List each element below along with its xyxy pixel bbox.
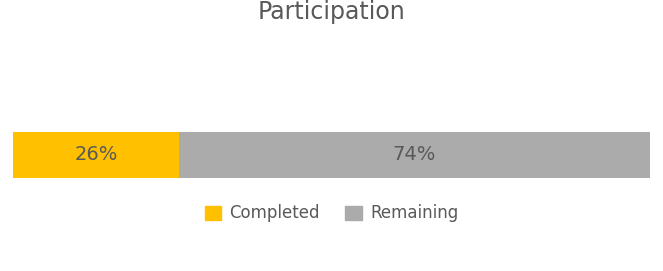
Title: Employment Equity - Survey
Participation: Employment Equity - Survey Participation: [162, 0, 501, 24]
Text: 26%: 26%: [74, 146, 118, 164]
Legend: Completed, Remaining: Completed, Remaining: [198, 198, 465, 229]
Bar: [179, 132, 650, 178]
Text: 74%: 74%: [392, 146, 436, 164]
Bar: [13, 132, 179, 178]
